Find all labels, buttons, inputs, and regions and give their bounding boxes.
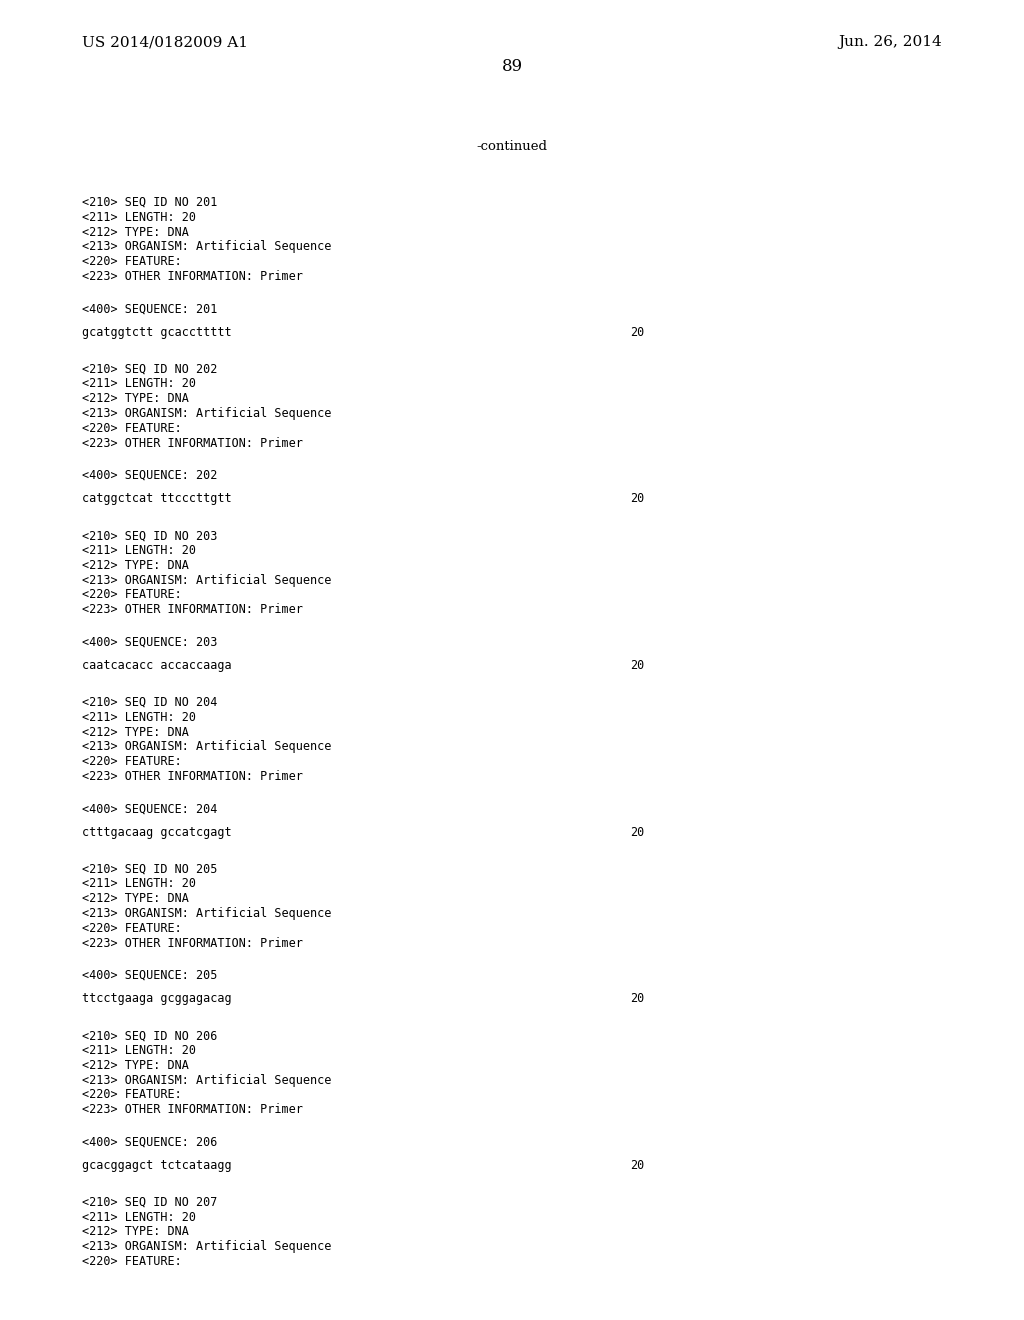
Text: 89: 89	[502, 58, 522, 75]
Text: <211> LENGTH: 20: <211> LENGTH: 20	[82, 544, 196, 557]
Text: <223> OTHER INFORMATION: Primer: <223> OTHER INFORMATION: Primer	[82, 271, 303, 282]
Text: gcacggagct tctcataagg: gcacggagct tctcataagg	[82, 1159, 231, 1172]
Text: <211> LENGTH: 20: <211> LENGTH: 20	[82, 378, 196, 391]
Text: <210> SEQ ID NO 201: <210> SEQ ID NO 201	[82, 195, 217, 209]
Text: catggctcat ttcccttgtt: catggctcat ttcccttgtt	[82, 492, 231, 506]
Text: <213> ORGANISM: Artificial Sequence: <213> ORGANISM: Artificial Sequence	[82, 1073, 332, 1086]
Text: US 2014/0182009 A1: US 2014/0182009 A1	[82, 36, 248, 49]
Text: 20: 20	[630, 993, 644, 1006]
Text: <400> SEQUENCE: 205: <400> SEQUENCE: 205	[82, 969, 217, 982]
Text: <223> OTHER INFORMATION: Primer: <223> OTHER INFORMATION: Primer	[82, 437, 303, 450]
Text: <223> OTHER INFORMATION: Primer: <223> OTHER INFORMATION: Primer	[82, 770, 303, 783]
Text: 20: 20	[630, 492, 644, 506]
Text: <213> ORGANISM: Artificial Sequence: <213> ORGANISM: Artificial Sequence	[82, 574, 332, 586]
Text: <210> SEQ ID NO 204: <210> SEQ ID NO 204	[82, 696, 217, 709]
Text: <210> SEQ ID NO 205: <210> SEQ ID NO 205	[82, 862, 217, 875]
Text: <212> TYPE: DNA: <212> TYPE: DNA	[82, 892, 188, 906]
Text: <210> SEQ ID NO 206: <210> SEQ ID NO 206	[82, 1030, 217, 1043]
Text: <213> ORGANISM: Artificial Sequence: <213> ORGANISM: Artificial Sequence	[82, 407, 332, 420]
Text: <400> SEQUENCE: 206: <400> SEQUENCE: 206	[82, 1135, 217, 1148]
Text: ttcctgaaga gcggagacag: ttcctgaaga gcggagacag	[82, 993, 231, 1006]
Text: <213> ORGANISM: Artificial Sequence: <213> ORGANISM: Artificial Sequence	[82, 907, 332, 920]
Text: <223> OTHER INFORMATION: Primer: <223> OTHER INFORMATION: Primer	[82, 937, 303, 949]
Text: <212> TYPE: DNA: <212> TYPE: DNA	[82, 226, 188, 239]
Text: caatcacacc accaccaaga: caatcacacc accaccaaga	[82, 659, 231, 672]
Text: <223> OTHER INFORMATION: Primer: <223> OTHER INFORMATION: Primer	[82, 603, 303, 616]
Text: <210> SEQ ID NO 207: <210> SEQ ID NO 207	[82, 1196, 217, 1209]
Text: ctttgacaag gccatcgagt: ctttgacaag gccatcgagt	[82, 826, 231, 838]
Text: <212> TYPE: DNA: <212> TYPE: DNA	[82, 558, 188, 572]
Text: 20: 20	[630, 659, 644, 672]
Text: <210> SEQ ID NO 203: <210> SEQ ID NO 203	[82, 529, 217, 543]
Text: -continued: -continued	[476, 140, 548, 153]
Text: 20: 20	[630, 826, 644, 838]
Text: <213> ORGANISM: Artificial Sequence: <213> ORGANISM: Artificial Sequence	[82, 240, 332, 253]
Text: <211> LENGTH: 20: <211> LENGTH: 20	[82, 710, 196, 723]
Text: <400> SEQUENCE: 202: <400> SEQUENCE: 202	[82, 469, 217, 482]
Text: <220> FEATURE:: <220> FEATURE:	[82, 1089, 181, 1101]
Text: <400> SEQUENCE: 203: <400> SEQUENCE: 203	[82, 636, 217, 648]
Text: <400> SEQUENCE: 201: <400> SEQUENCE: 201	[82, 302, 217, 315]
Text: <213> ORGANISM: Artificial Sequence: <213> ORGANISM: Artificial Sequence	[82, 741, 332, 754]
Text: <212> TYPE: DNA: <212> TYPE: DNA	[82, 1225, 188, 1238]
Text: <220> FEATURE:: <220> FEATURE:	[82, 755, 181, 768]
Text: <220> FEATURE:: <220> FEATURE:	[82, 589, 181, 602]
Text: <220> FEATURE:: <220> FEATURE:	[82, 422, 181, 434]
Text: <212> TYPE: DNA: <212> TYPE: DNA	[82, 726, 188, 739]
Text: <211> LENGTH: 20: <211> LENGTH: 20	[82, 1210, 196, 1224]
Text: Jun. 26, 2014: Jun. 26, 2014	[839, 36, 942, 49]
Text: <211> LENGTH: 20: <211> LENGTH: 20	[82, 1044, 196, 1057]
Text: <210> SEQ ID NO 202: <210> SEQ ID NO 202	[82, 363, 217, 376]
Text: <213> ORGANISM: Artificial Sequence: <213> ORGANISM: Artificial Sequence	[82, 1241, 332, 1253]
Text: <220> FEATURE:: <220> FEATURE:	[82, 1255, 181, 1269]
Text: <211> LENGTH: 20: <211> LENGTH: 20	[82, 211, 196, 224]
Text: gcatggtctt gcaccttttt: gcatggtctt gcaccttttt	[82, 326, 231, 339]
Text: <220> FEATURE:: <220> FEATURE:	[82, 921, 181, 935]
Text: 20: 20	[630, 1159, 644, 1172]
Text: <223> OTHER INFORMATION: Primer: <223> OTHER INFORMATION: Primer	[82, 1104, 303, 1117]
Text: <400> SEQUENCE: 204: <400> SEQUENCE: 204	[82, 803, 217, 816]
Text: <212> TYPE: DNA: <212> TYPE: DNA	[82, 1059, 188, 1072]
Text: <212> TYPE: DNA: <212> TYPE: DNA	[82, 392, 188, 405]
Text: <220> FEATURE:: <220> FEATURE:	[82, 255, 181, 268]
Text: 20: 20	[630, 326, 644, 339]
Text: <211> LENGTH: 20: <211> LENGTH: 20	[82, 878, 196, 891]
